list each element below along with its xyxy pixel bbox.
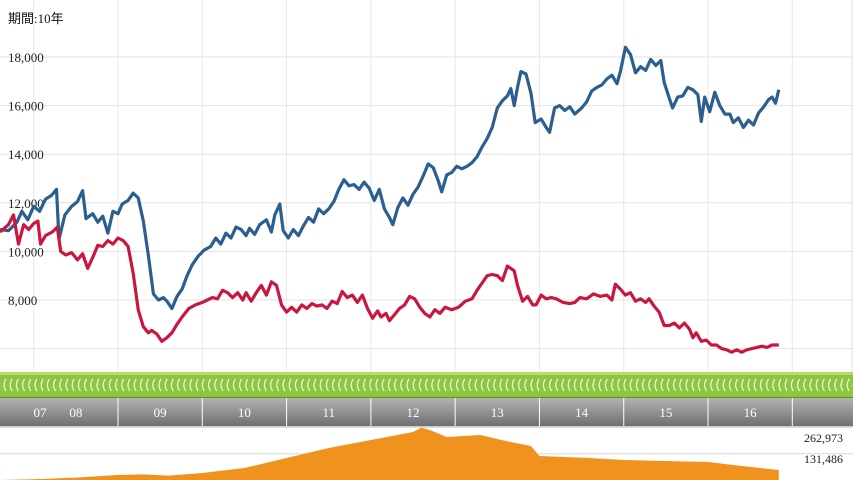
timeline-navigator[interactable]: 07 08 09 10 11 12 13 14 15 16 (0, 398, 853, 426)
y-tick-label: 18,000 (8, 50, 44, 65)
year-label: 14 (575, 405, 589, 420)
year-label: 10 (238, 405, 251, 420)
year-label: 07 (34, 405, 48, 420)
y-tick-label: 10,000 (8, 244, 44, 259)
period-label: 期間:10年 (8, 11, 64, 26)
series-line-1 (0, 45, 781, 311)
volume-label: 262,973 (804, 431, 843, 445)
x-axis-year-labels: 07 08 09 10 11 12 13 14 15 16 (34, 405, 758, 420)
year-label: 08 (69, 405, 82, 420)
year-label: 15 (659, 405, 672, 420)
year-label: 13 (491, 405, 504, 420)
y-tick-label: 16,000 (8, 99, 44, 114)
scroll-strip[interactable] (0, 372, 853, 398)
year-label: 09 (154, 405, 167, 420)
y-tick-label: 14,000 (8, 147, 44, 162)
year-label: 16 (744, 405, 758, 420)
year-label: 12 (407, 405, 420, 420)
series-lines (0, 45, 781, 354)
volume-chart: 262,973 131,486 (0, 426, 853, 480)
volume-label: 131,486 (804, 452, 843, 466)
y-tick-label: 8,000 (8, 293, 37, 308)
volume-area (0, 427, 779, 480)
series-line-2 (0, 213, 779, 354)
year-label: 11 (322, 405, 335, 420)
volume-labels: 262,973 131,486 (804, 431, 843, 466)
